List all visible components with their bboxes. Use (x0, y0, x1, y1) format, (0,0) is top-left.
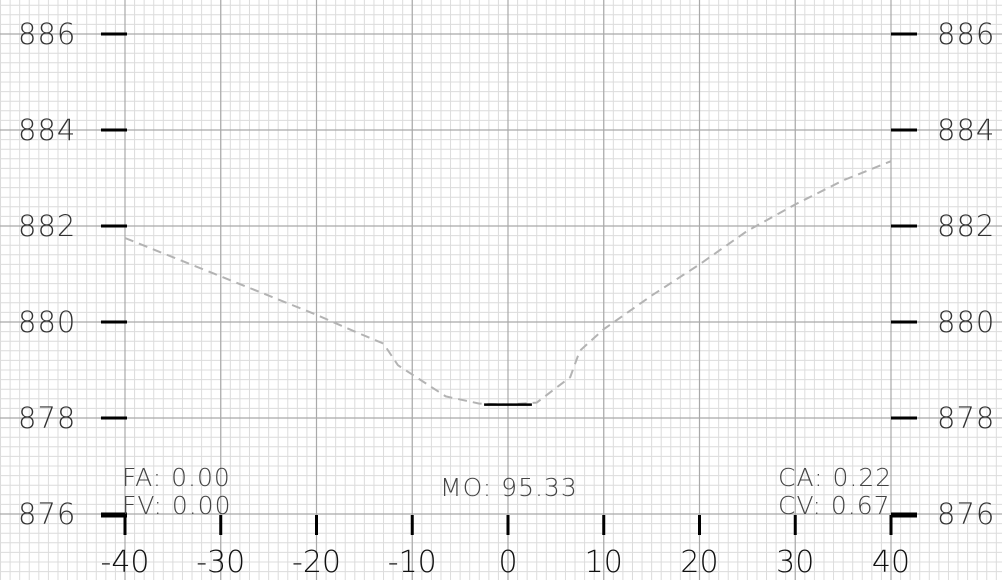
axis-tick-marks (101, 32, 917, 535)
fv-annotation: FV: 0.00 (122, 491, 231, 520)
x-tick-label: 40 (872, 545, 910, 580)
x-tick-label: -20 (292, 545, 341, 580)
ca-annotation: CA: 0.22 (778, 463, 892, 492)
x-tick-label: 30 (776, 545, 814, 580)
y-tick-label-left: 882 (18, 209, 76, 243)
y-tick-label-right: 884 (937, 113, 995, 147)
profile-lines (124, 160, 892, 406)
x-tick-label: 0 (498, 545, 517, 580)
x-tick-label: 20 (680, 545, 718, 580)
x-tick-label: -40 (101, 545, 150, 580)
cv-annotation: CV: 0.67 (778, 491, 891, 520)
x-tick-label: -30 (196, 545, 245, 580)
y-tick-label-right: 886 (937, 17, 995, 51)
y-tick-label-right: 882 (937, 209, 995, 243)
y-tick-label-right: 876 (937, 497, 995, 531)
x-tick-label: -10 (388, 545, 437, 580)
fa-annotation: FA: 0.00 (122, 463, 231, 492)
y-tick-label-right: 878 (937, 401, 995, 435)
y-tick-label-left: 880 (18, 305, 76, 339)
y-tick-label-left: 886 (18, 17, 76, 51)
y-tick-label-left: 884 (18, 113, 76, 147)
y-tick-label-right: 880 (937, 305, 995, 339)
x-tick-label: 10 (585, 545, 623, 580)
y-tick-label-left: 878 (18, 401, 76, 435)
mo-annotation: MO: 95.33 (440, 473, 578, 502)
y-tick-label-left: 876 (18, 497, 76, 531)
tick-labels: 876 876 878 878 880 880 882 882 884 884 886 886 -40 -… (18, 17, 995, 580)
